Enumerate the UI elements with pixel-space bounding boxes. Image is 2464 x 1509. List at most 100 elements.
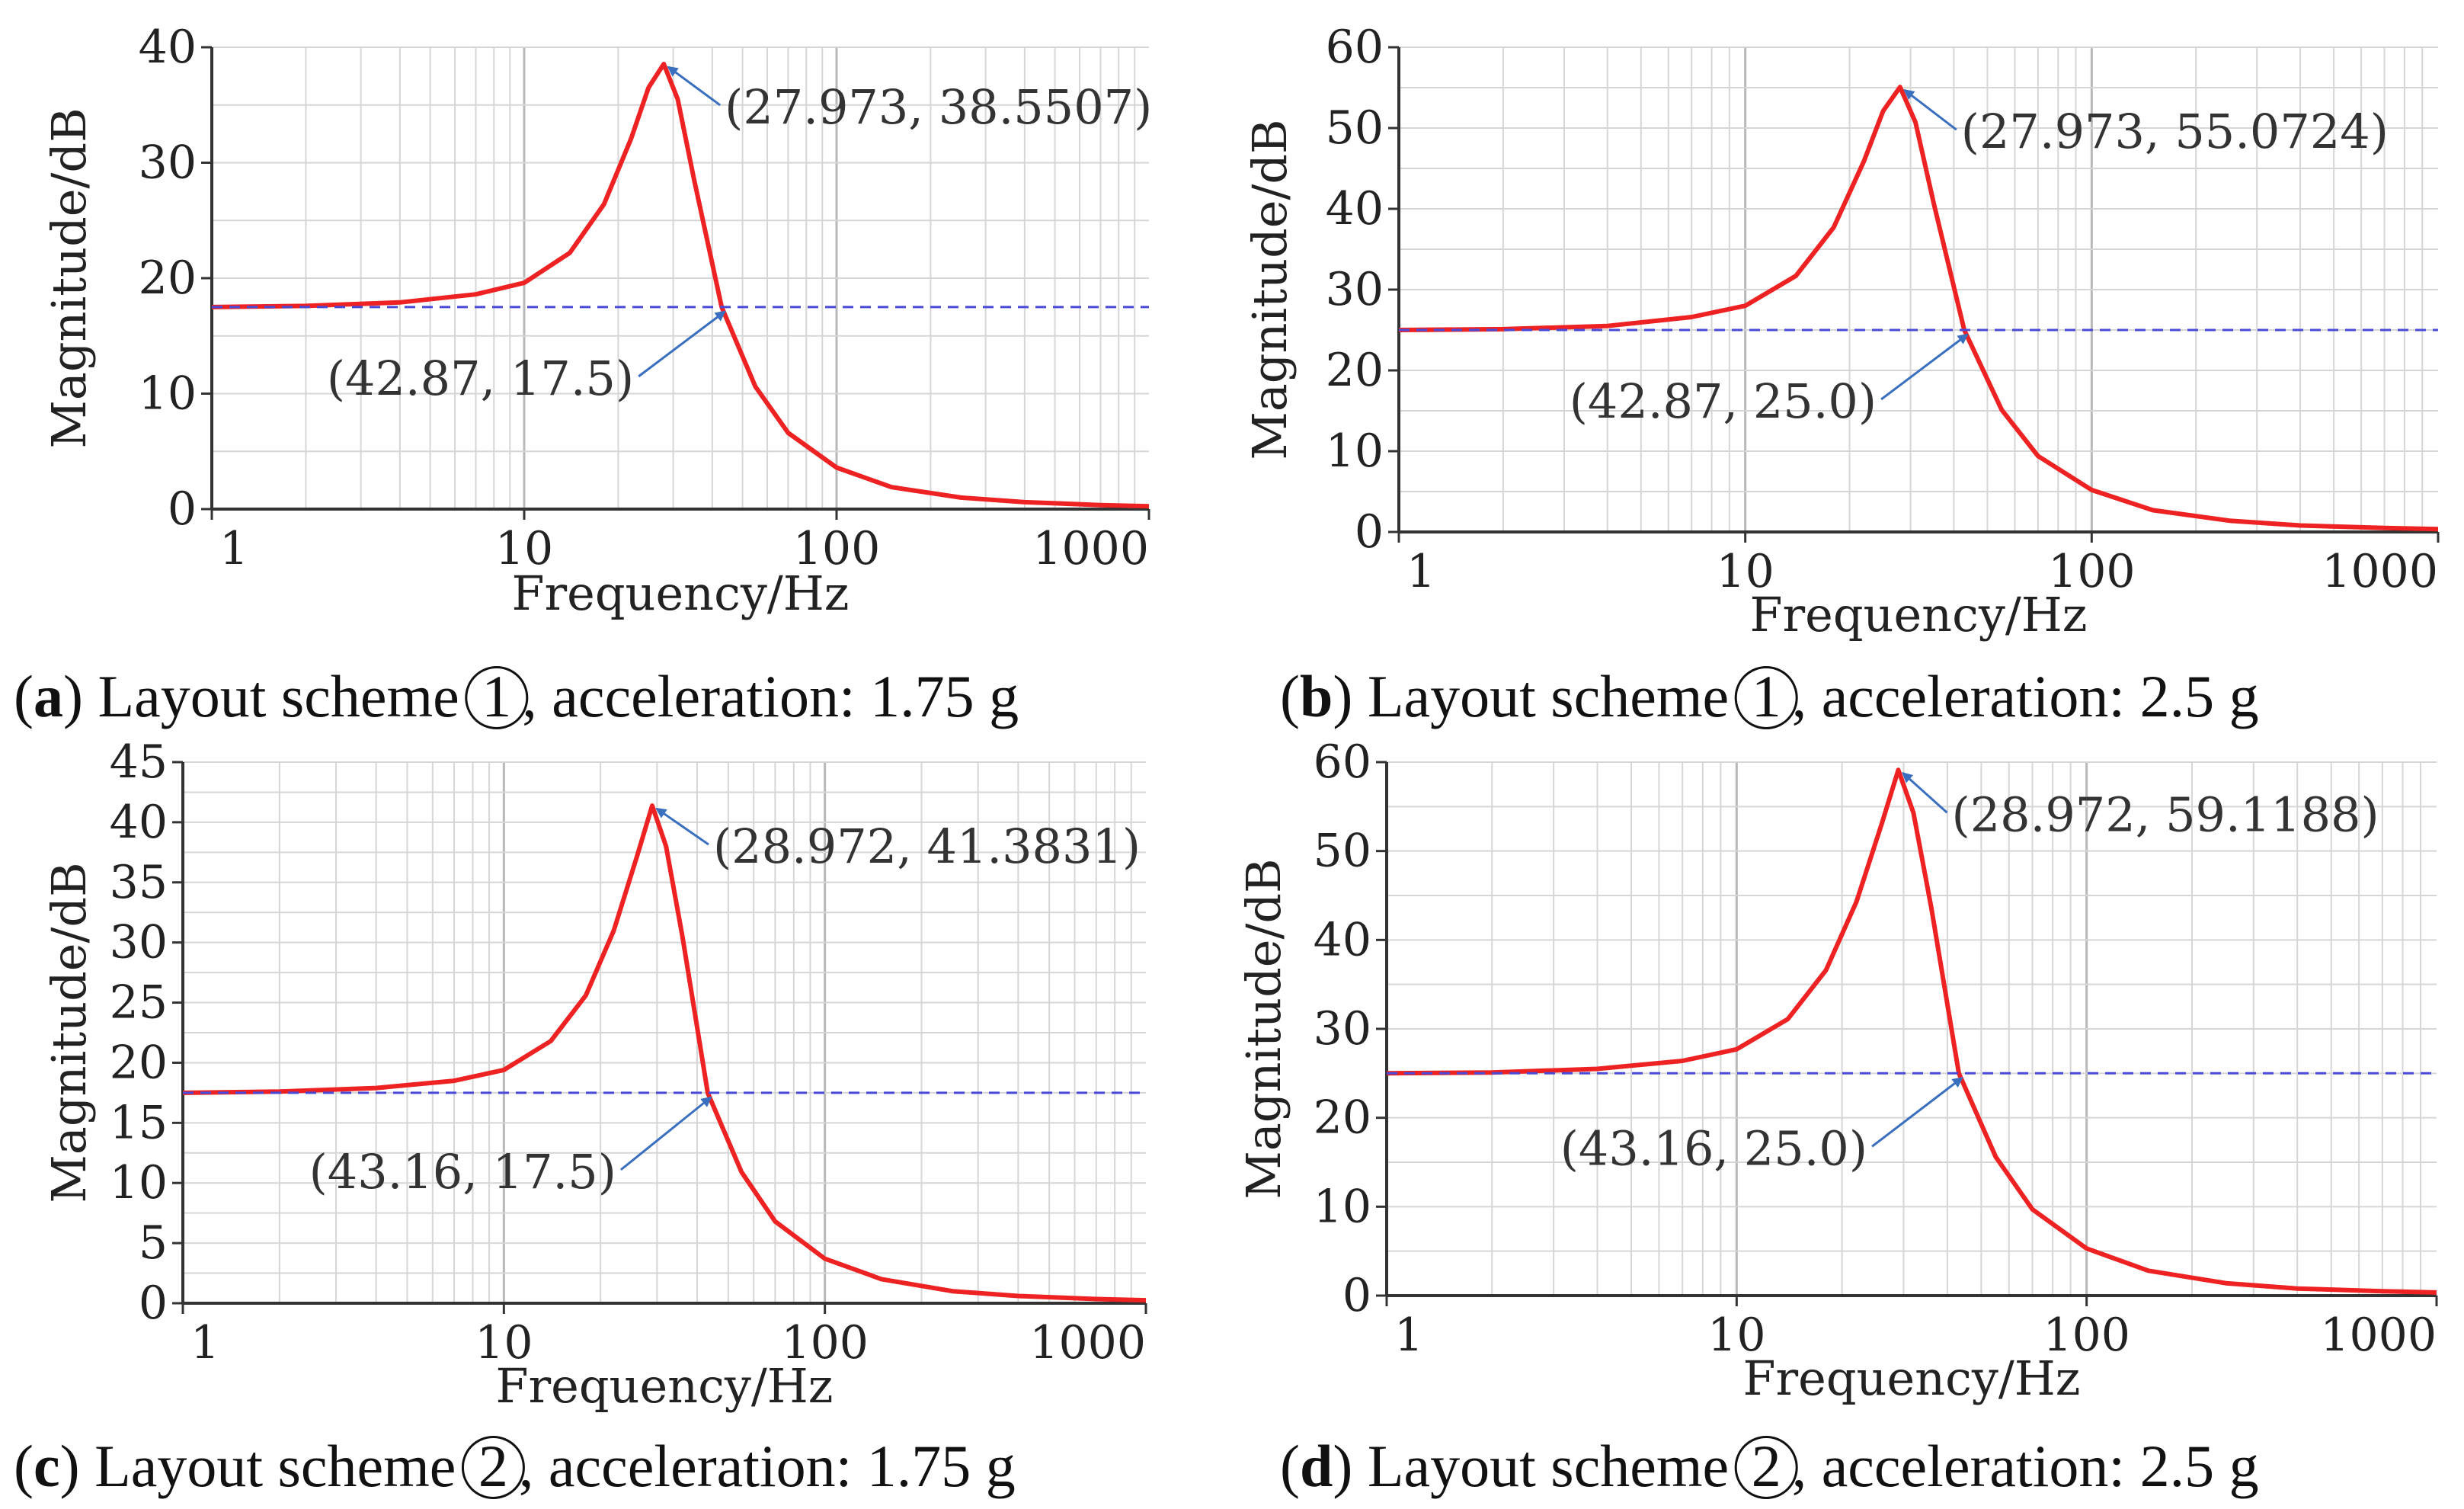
annotation-arrow bbox=[1871, 1077, 1963, 1148]
annotation-label: (27.973, 38.5507) bbox=[725, 79, 1152, 135]
x-tick-label: 1 bbox=[190, 1316, 219, 1370]
y-tick-label: 20 bbox=[1326, 344, 1384, 397]
y-tick-label: 35 bbox=[110, 856, 168, 909]
caption-scheme: Layout scheme bbox=[98, 663, 474, 729]
caption-paren-open: ( bbox=[1280, 663, 1300, 729]
y-tick-label: 20 bbox=[110, 1036, 168, 1089]
y-tick-label: 40 bbox=[1326, 182, 1384, 235]
y-tick-label: 40 bbox=[139, 21, 197, 74]
x-tick-label: 100 bbox=[793, 522, 881, 575]
annotation-arrow bbox=[1903, 89, 1957, 131]
y-tick-label: 10 bbox=[110, 1156, 168, 1209]
y-tick-label: 5 bbox=[139, 1216, 168, 1270]
series-line-magnitude bbox=[182, 803, 1147, 1303]
x-tick-label: 100 bbox=[2043, 1309, 2130, 1362]
x-tick-label: 10 bbox=[475, 1316, 533, 1370]
caption-circle-icon bbox=[461, 1436, 525, 1499]
annotation-arrow bbox=[638, 310, 726, 378]
annotation-label: (43.16, 17.5) bbox=[309, 1144, 616, 1200]
annotation-label: (28.972, 59.1188) bbox=[1952, 787, 2379, 842]
caption-suffix: , acceleration: 1.75 g bbox=[522, 663, 1019, 729]
caption-paren-close: ) bbox=[1333, 1433, 1367, 1499]
y-tick-label: 40 bbox=[1314, 913, 1371, 966]
annotation-label: (42.87, 17.5) bbox=[327, 351, 634, 406]
y-tick-label: 30 bbox=[1314, 1002, 1371, 1056]
caption-scheme-number: 1 bbox=[1752, 663, 1781, 729]
x-tick-label: 1 bbox=[219, 522, 248, 575]
caption-suffix: , acceleration: 2.5 g bbox=[1792, 1433, 2259, 1499]
y-axis-label: Magnitude/dB bbox=[1242, 119, 1298, 460]
y-tick-label: 60 bbox=[1326, 21, 1384, 74]
chart-panel-a: 0 10 20 30 40 1 10 100 1000 Frequency/Hz Magnitude… bbox=[14, 21, 1152, 729]
y-axis-label: Magnitude/dB bbox=[41, 107, 97, 448]
annotation-label: (43.16, 25.0) bbox=[1560, 1120, 1867, 1176]
x-tick-label: 1000 bbox=[1029, 1316, 1146, 1370]
annotation-arrow bbox=[655, 807, 709, 846]
x-tick-label: 1 bbox=[1394, 1309, 1423, 1362]
y-tick-label: 0 bbox=[1355, 505, 1384, 559]
x-axis-label: Frequency/Hz bbox=[1750, 587, 2088, 642]
y-tick-label: 20 bbox=[1314, 1091, 1371, 1145]
y-tick-label: 25 bbox=[110, 976, 168, 1030]
series-line-magnitude bbox=[1386, 767, 2437, 1295]
x-tick-label: 10 bbox=[1707, 1309, 1765, 1362]
panel-caption: (d) Layout scheme 2, acceleration: 2.5 g bbox=[1280, 1433, 2259, 1499]
series-line-magnitude bbox=[1398, 85, 2439, 532]
y-tick-label: 50 bbox=[1314, 825, 1371, 878]
x-tick-label: 10 bbox=[1716, 545, 1774, 598]
chart-panel-d: 0 10 20 30 40 50 60 1 10 100 1000 Frequency/Hz Magni… bbox=[1236, 735, 2438, 1499]
caption-letter: d bbox=[1300, 1433, 1333, 1499]
caption-scheme: Layout scheme bbox=[1368, 1433, 1744, 1499]
x-axis-label: Frequency/Hz bbox=[1743, 1350, 2081, 1406]
caption-letter: a bbox=[34, 663, 63, 729]
caption-paren-open: ( bbox=[14, 663, 34, 729]
caption-circle-icon bbox=[1734, 666, 1798, 729]
panel-caption: (c) Layout scheme 2, acceleration: 1.75 … bbox=[14, 1433, 1016, 1499]
y-tick-label: 60 bbox=[1314, 735, 1371, 789]
x-axis-label: Frequency/Hz bbox=[512, 565, 850, 621]
caption-scheme: Layout scheme bbox=[1368, 663, 1744, 729]
y-tick-label: 45 bbox=[110, 735, 168, 789]
y-tick-label: 20 bbox=[139, 252, 197, 305]
annotation-arrow bbox=[667, 66, 722, 107]
chart-panel-c: 0 5 10 15 20 25 30 35 40 45 1 10 100 1000 Frequency/Hz… bbox=[14, 735, 1147, 1499]
y-tick-label: 30 bbox=[110, 916, 168, 969]
caption-paren-close: ) bbox=[60, 1433, 94, 1499]
annotation-label: (42.87, 25.0) bbox=[1570, 373, 1877, 429]
annotation-label: (28.972, 41.3831) bbox=[713, 819, 1141, 874]
y-tick-label: 15 bbox=[110, 1096, 168, 1149]
caption-paren-close: ) bbox=[1333, 663, 1367, 729]
caption-scheme-number: 2 bbox=[1752, 1433, 1781, 1499]
caption-paren-open: ( bbox=[1280, 1433, 1300, 1499]
caption-letter: b bbox=[1300, 663, 1333, 729]
panel-caption: (b) Layout scheme 1, acceleration: 2.5 g bbox=[1280, 663, 2259, 729]
x-tick-label: 10 bbox=[495, 522, 553, 575]
annotation-label: (27.973, 55.0724) bbox=[1961, 104, 2389, 159]
y-tick-label: 40 bbox=[110, 796, 168, 849]
caption-suffix: , acceleration: 2.5 g bbox=[1792, 663, 2259, 729]
chart-panel-b: 0 10 20 30 40 50 60 1 10 100 1000 Frequency/Hz Magni… bbox=[1242, 21, 2440, 729]
annotation-arrow bbox=[1880, 333, 1969, 401]
annotation-arrow bbox=[619, 1096, 712, 1171]
caption-paren-open: ( bbox=[14, 1433, 34, 1499]
x-axis-label: Frequency/Hz bbox=[496, 1358, 834, 1414]
caption-suffix: , acceleration: 1.75 g bbox=[519, 1433, 1016, 1499]
x-tick-label: 1000 bbox=[2320, 1309, 2437, 1362]
y-tick-label: 30 bbox=[1326, 263, 1384, 316]
caption-circle-icon bbox=[1734, 1436, 1798, 1499]
y-axis-label: Magnitude/dB bbox=[1236, 858, 1291, 1199]
y-tick-label: 10 bbox=[139, 367, 197, 421]
x-tick-label: 1000 bbox=[2322, 545, 2438, 598]
caption-scheme-number: 1 bbox=[482, 663, 511, 729]
caption-circle-icon bbox=[465, 666, 529, 729]
y-tick-label: 10 bbox=[1326, 425, 1384, 478]
y-tick-label: 50 bbox=[1326, 101, 1384, 155]
caption-letter: c bbox=[34, 1433, 60, 1499]
caption-scheme-number: 2 bbox=[478, 1433, 508, 1499]
y-axis-label: Magnitude/dB bbox=[41, 862, 97, 1203]
x-tick-label: 100 bbox=[2048, 545, 2136, 598]
y-tick-label: 0 bbox=[1342, 1269, 1371, 1322]
y-tick-label: 30 bbox=[139, 136, 197, 190]
annotation-arrow bbox=[1902, 771, 1948, 814]
